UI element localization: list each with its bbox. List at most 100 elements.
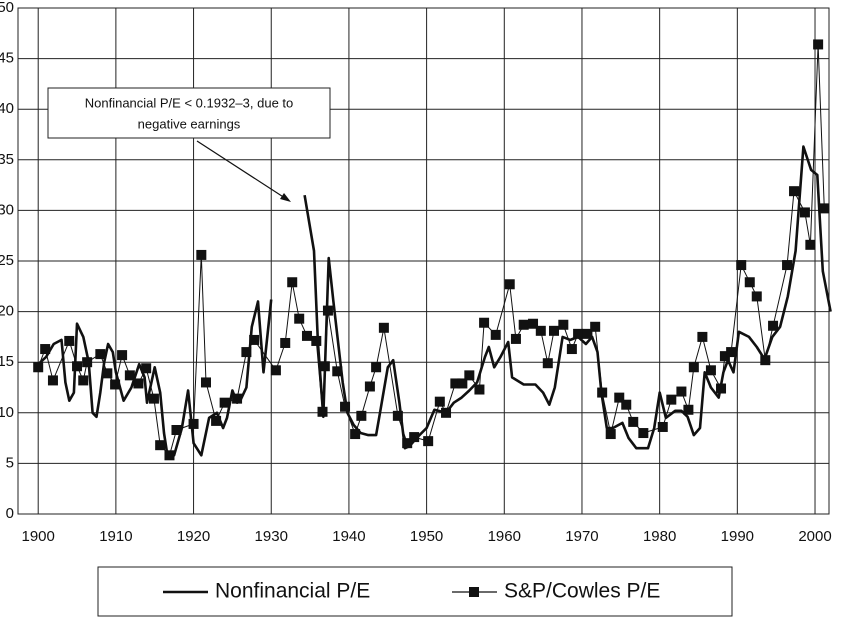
data-point [280,337,291,348]
data-point [789,186,800,197]
data-point [322,305,333,316]
data-point [582,328,593,339]
data-point [705,365,716,376]
data-point [287,277,298,288]
data-point [188,418,199,429]
data-point [719,351,730,362]
data-point [340,401,351,412]
data-point [211,415,222,426]
data-point [148,393,159,404]
data-point [110,379,121,390]
data-point [504,279,515,290]
data-point [232,393,243,404]
data-point [542,358,553,369]
data-point [450,378,461,389]
legend-label: Nonfinancial P/E [215,580,370,603]
data-point [628,416,639,427]
annotation-text: negative earnings [138,116,241,131]
x-tick-label: 2000 [798,528,831,545]
x-tick-label: 1990 [721,528,754,545]
data-point [813,39,824,50]
data-point [464,370,475,381]
data-point [124,370,135,381]
data-point [33,362,44,373]
data-point [102,368,113,379]
data-point [423,436,434,447]
data-point [605,429,616,440]
data-point [434,396,445,407]
data-point [566,344,577,355]
data-point [155,440,166,451]
data-point [409,432,420,443]
data-point [479,317,490,328]
y-tick-label: 0 [6,505,14,522]
data-point [164,450,175,461]
data-point [535,325,546,336]
data-point [638,428,649,439]
data-point [490,329,501,340]
data-point [558,319,569,330]
series-line [37,145,832,460]
x-tick-label: 1930 [255,528,288,545]
data-point [200,377,211,388]
data-point [799,207,810,218]
data-point [82,357,93,368]
data-point [726,347,737,358]
data-point [317,406,328,417]
data-point [241,347,252,358]
x-tick-label: 1950 [410,528,443,545]
annotation-box [47,87,331,139]
data-point [171,425,182,436]
y-tick-label: 40 [0,100,14,117]
data-point [760,355,771,366]
data-point [457,378,468,389]
x-tick-label: 1970 [565,528,598,545]
data-point [736,260,747,271]
data-point [528,318,539,329]
data-point [378,322,389,333]
data-point [371,362,382,373]
data-point [768,320,779,331]
x-tick-label: 1920 [177,528,210,545]
data-point [270,365,281,376]
data-point [332,366,343,377]
data-point [666,394,677,405]
legend-label: S&P/Cowles P/E [504,580,660,603]
y-tick-label: 10 [0,404,14,421]
y-tick-label: 20 [0,303,14,320]
data-point [294,313,305,324]
data-point [141,363,152,374]
data-point [441,407,452,418]
legend-marker [469,587,479,597]
data-point [614,392,625,403]
data-point [657,421,668,432]
data-point [697,331,708,342]
data-point [688,362,699,373]
data-point [744,277,755,288]
data-point [196,249,207,260]
data-point [133,378,144,389]
data-point [301,330,312,341]
data-point [72,361,83,372]
data-point [356,410,367,421]
data-point [819,203,830,214]
data-point [716,383,727,394]
data-point [311,335,322,346]
y-tick-label: 35 [0,151,14,168]
data-point [549,325,560,336]
data-point [676,386,687,397]
y-tick-label: 15 [0,353,14,370]
data-point [392,410,403,421]
y-tick-label: 50 [0,0,14,16]
data-point [597,387,608,398]
data-point [64,335,75,346]
x-tick-label: 1910 [99,528,132,545]
data-point [621,399,632,410]
annotation-arrow [196,140,289,201]
y-tick-label: 25 [0,252,14,269]
y-tick-label: 30 [0,201,14,218]
data-point [510,333,521,344]
data-point [350,429,361,440]
data-point [364,381,375,392]
